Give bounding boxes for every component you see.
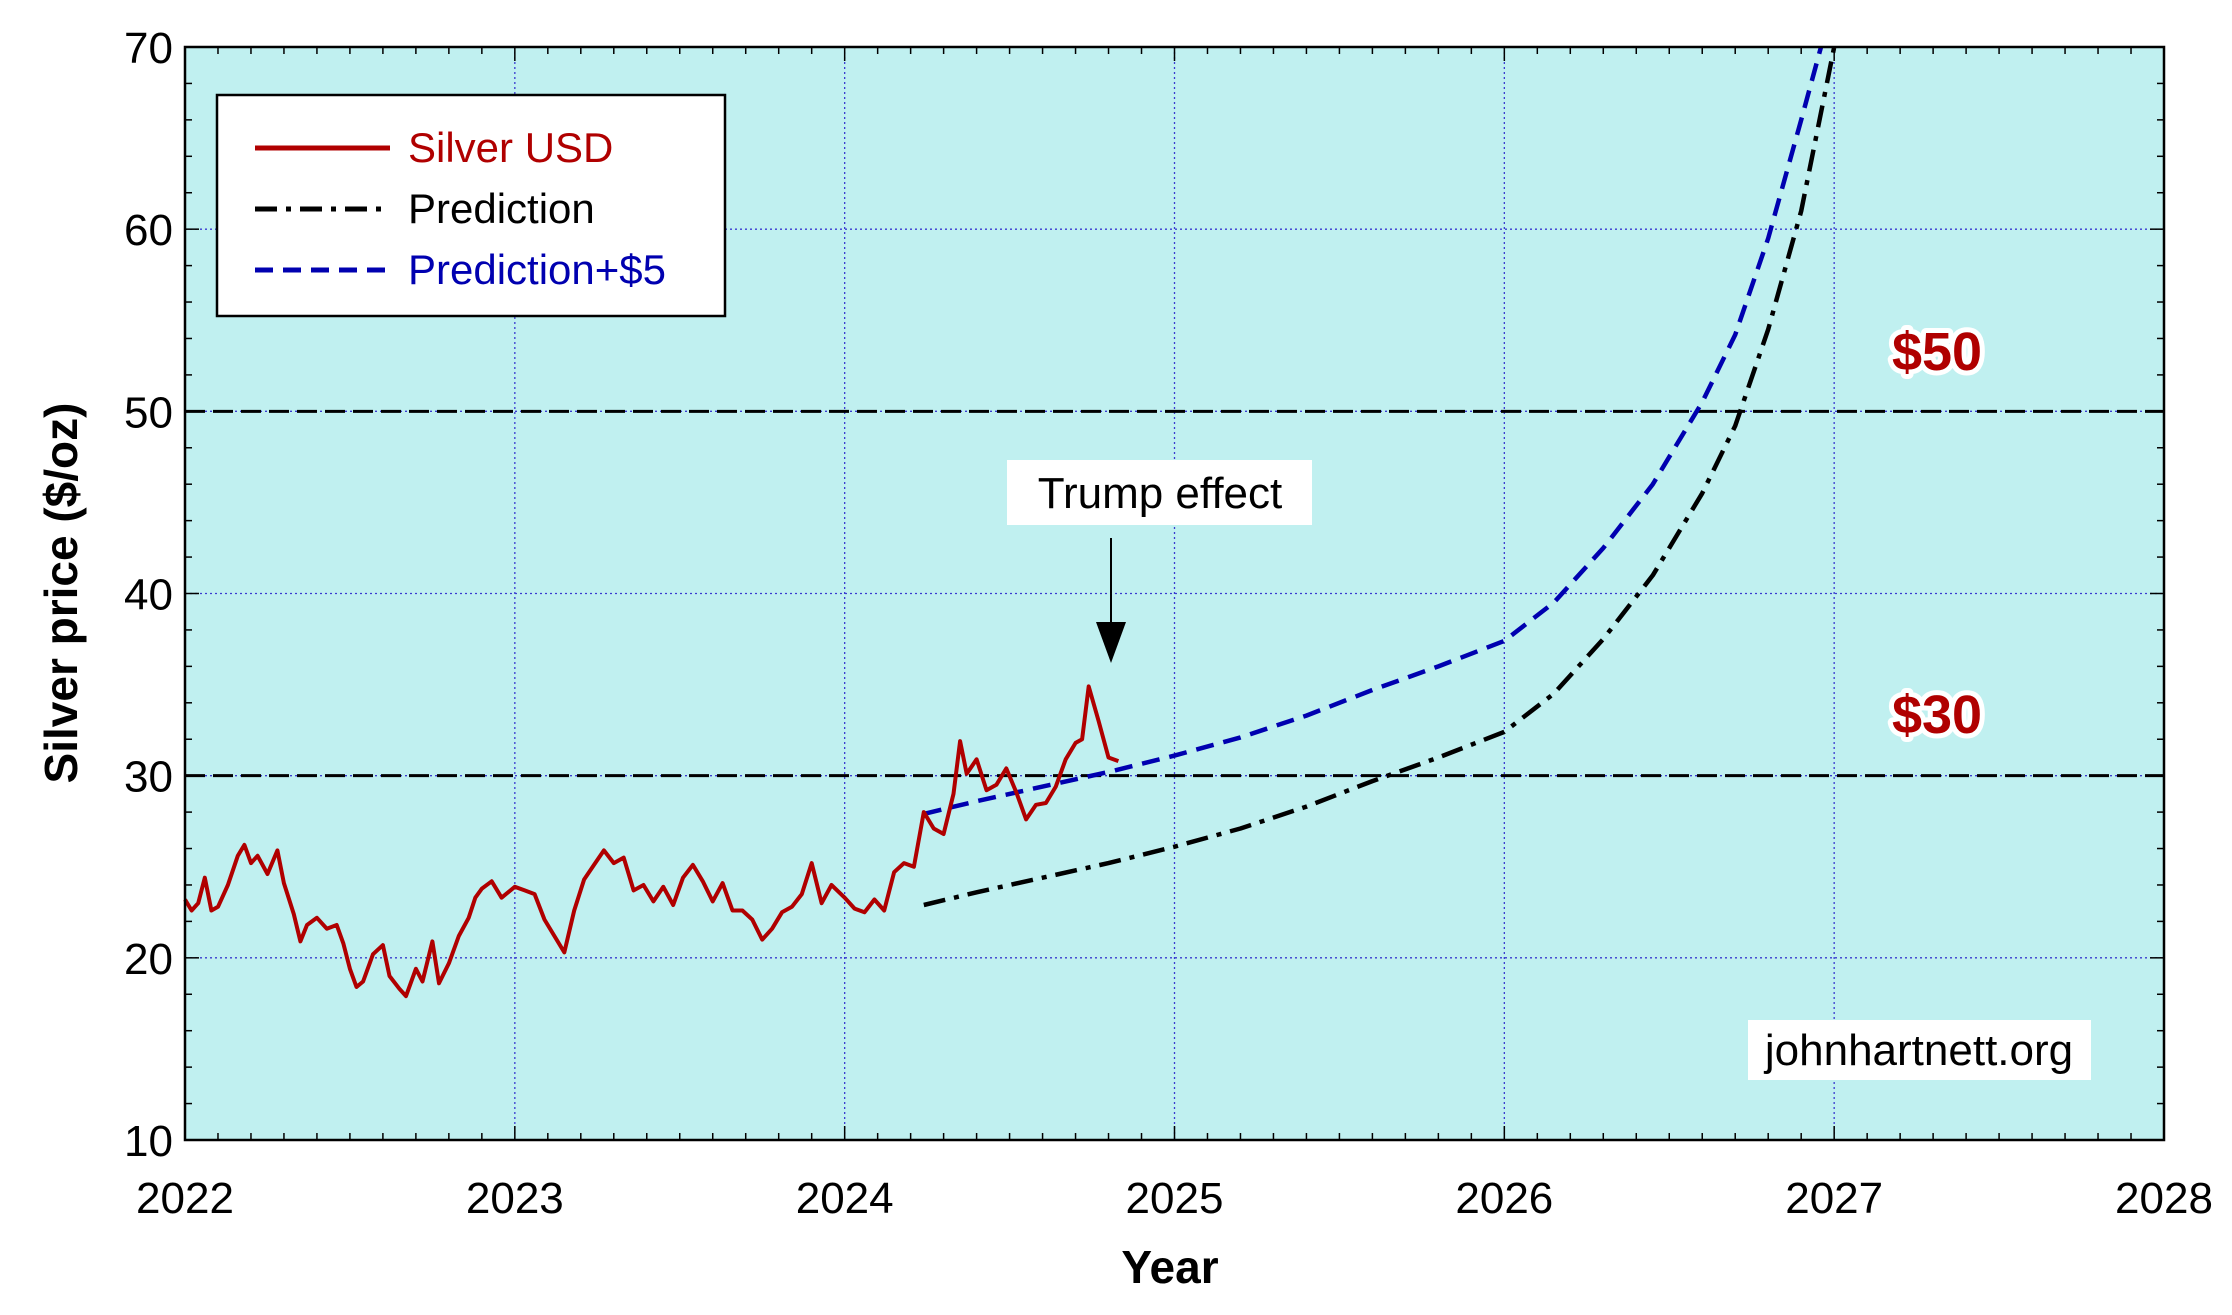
watermark-box (1748, 1020, 2091, 1080)
x-tick-label-2026: 2026 (1455, 1174, 1553, 1223)
legend-box (215, 93, 727, 318)
y-tick-label-40: 40 (124, 571, 173, 620)
y-tick-labels: 10 20 30 40 50 60 70 (124, 24, 173, 1166)
annotation-arrow-head (1096, 622, 1126, 663)
legend-label-prediction-plus5: Prediction+$5 (408, 246, 666, 293)
x-tick-label-2027: 2027 (1785, 1174, 1883, 1223)
x-tick-label-2028: 2028 (2115, 1174, 2213, 1223)
y-axis-label: Silver price ($/oz) (35, 403, 87, 784)
y-tick-label-50: 50 (124, 388, 173, 437)
x-tick-label-2022: 2022 (136, 1174, 234, 1223)
series-group (183, 46, 1837, 999)
x-tick-label-2023: 2023 (466, 1174, 564, 1223)
legend: Silver USD Prediction Prediction+$5 (215, 93, 727, 318)
series-prediction (923, 46, 1837, 908)
x-tick-label-2024: 2024 (796, 1174, 894, 1223)
reference-lines (185, 409, 2164, 778)
grid-lines (185, 47, 2164, 1140)
ref-label-50: $50 (1892, 322, 1982, 382)
series-silver-usd (183, 684, 1120, 999)
y-tick-label-10: 10 (124, 1117, 173, 1166)
watermark: johnhartnett.org (1763, 1026, 2073, 1075)
annotation-trump-effect: Trump effect (1038, 469, 1283, 518)
y-tick-label-60: 60 (124, 206, 173, 255)
x-tick-labels: 2022 2023 2024 2025 2026 2027 2028 (136, 1174, 2213, 1223)
y-tick-label-30: 30 (124, 753, 173, 802)
series-prediction-5 (923, 46, 1824, 817)
y-tick-label-20: 20 (124, 935, 173, 984)
x-axis-label: Year (1121, 1241, 1218, 1293)
x-tick-label-2025: 2025 (1126, 1174, 1224, 1223)
plot-frame (183, 45, 2166, 1142)
ref-label-30: $30 (1892, 685, 1982, 745)
legend-label-silver: Silver USD (408, 124, 613, 171)
annotation-box (1007, 460, 1312, 525)
y-tick-label-70: 70 (124, 24, 173, 73)
legend-label-prediction: Prediction (408, 185, 595, 232)
